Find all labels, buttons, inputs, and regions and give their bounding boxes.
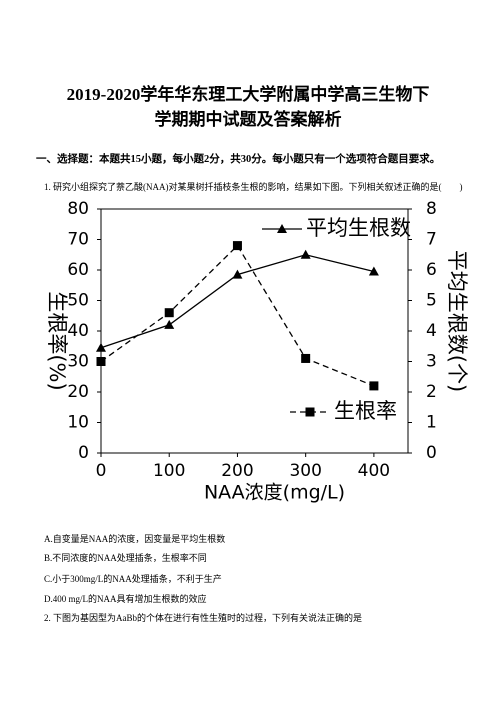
marker [232,241,242,251]
question: 2. 下图为基因型为AaBb的个体在进行有性生殖时的过程，下列有关说法正确的是 [44,613,362,623]
y2-tick-label: 0 [426,443,437,463]
y2-tick-label: 6 [426,260,437,280]
marker [369,381,379,391]
marker [164,308,174,318]
title-line: 2019-2020学年华东理工大学附属中学高三生物下 [66,85,430,104]
y2-axis-label: 平均生根数(个) [445,250,469,392]
question: 1. 研究小组探究了萘乙酸(NAA)对某果树扦插枝条生根的影响，结果如下图。下列… [44,182,463,192]
marker [164,319,175,329]
series-line [100,244,375,387]
x-tick-label: 100 [153,461,185,481]
y-tick-label: 10 [67,413,89,433]
y-tick-label: 70 [67,230,89,250]
y2-tick-label: 5 [426,291,437,311]
x-tick-label: 0 [96,461,107,481]
marker [301,353,311,363]
y2-tick-label: 2 [426,382,437,402]
y2-tick-label: 3 [426,352,437,372]
y-tick-label: 40 [67,321,89,341]
x-tick-label: 300 [289,461,321,481]
series-line [100,254,375,349]
y2-tick-label: 1 [426,413,437,433]
option: C.小于300mg/L的NAA处理插条，不利于生产 [44,574,222,584]
x-axis-label: NAA浓度(mg/L) [204,482,345,504]
y2-tick-label: 4 [426,321,437,341]
y-axis-label: 生根率(%) [45,291,69,390]
legend-marker [305,407,315,417]
marker [96,357,106,366]
legend-label: 生根率 [334,399,397,423]
marker [300,249,311,259]
title-line: 学期期中试题及答案解析 [154,110,342,129]
option: D.400 mg/L的NAA具有增加生根数的效应 [44,594,207,604]
marker [368,266,379,276]
y-tick-label: 0 [78,443,89,463]
y-tick-label: 20 [67,382,89,402]
marker [96,342,106,352]
y2-tick-label: 7 [426,230,437,250]
section-heading: 一、选择题：本题共15小题，每小题2分，共30分。每小题只有一个选项符合题目要求… [36,154,441,165]
option: A.自变量是NAA的浓度，因变量是平均生根数 [44,534,226,544]
legend-label: 平均生根数 [306,216,411,240]
y-tick-label: 30 [67,352,89,372]
y-tick-label: 60 [67,260,89,280]
y2-tick-label: 8 [426,199,437,219]
x-tick-label: 200 [221,461,253,481]
y-tick-label: 50 [67,291,89,311]
legend-marker [277,224,287,233]
marker [232,269,243,279]
x-tick-label: 400 [358,461,390,481]
option: B.不同浓度的NAA处理插条，生根率不同 [44,553,207,563]
y-tick-label: 80 [67,199,89,219]
